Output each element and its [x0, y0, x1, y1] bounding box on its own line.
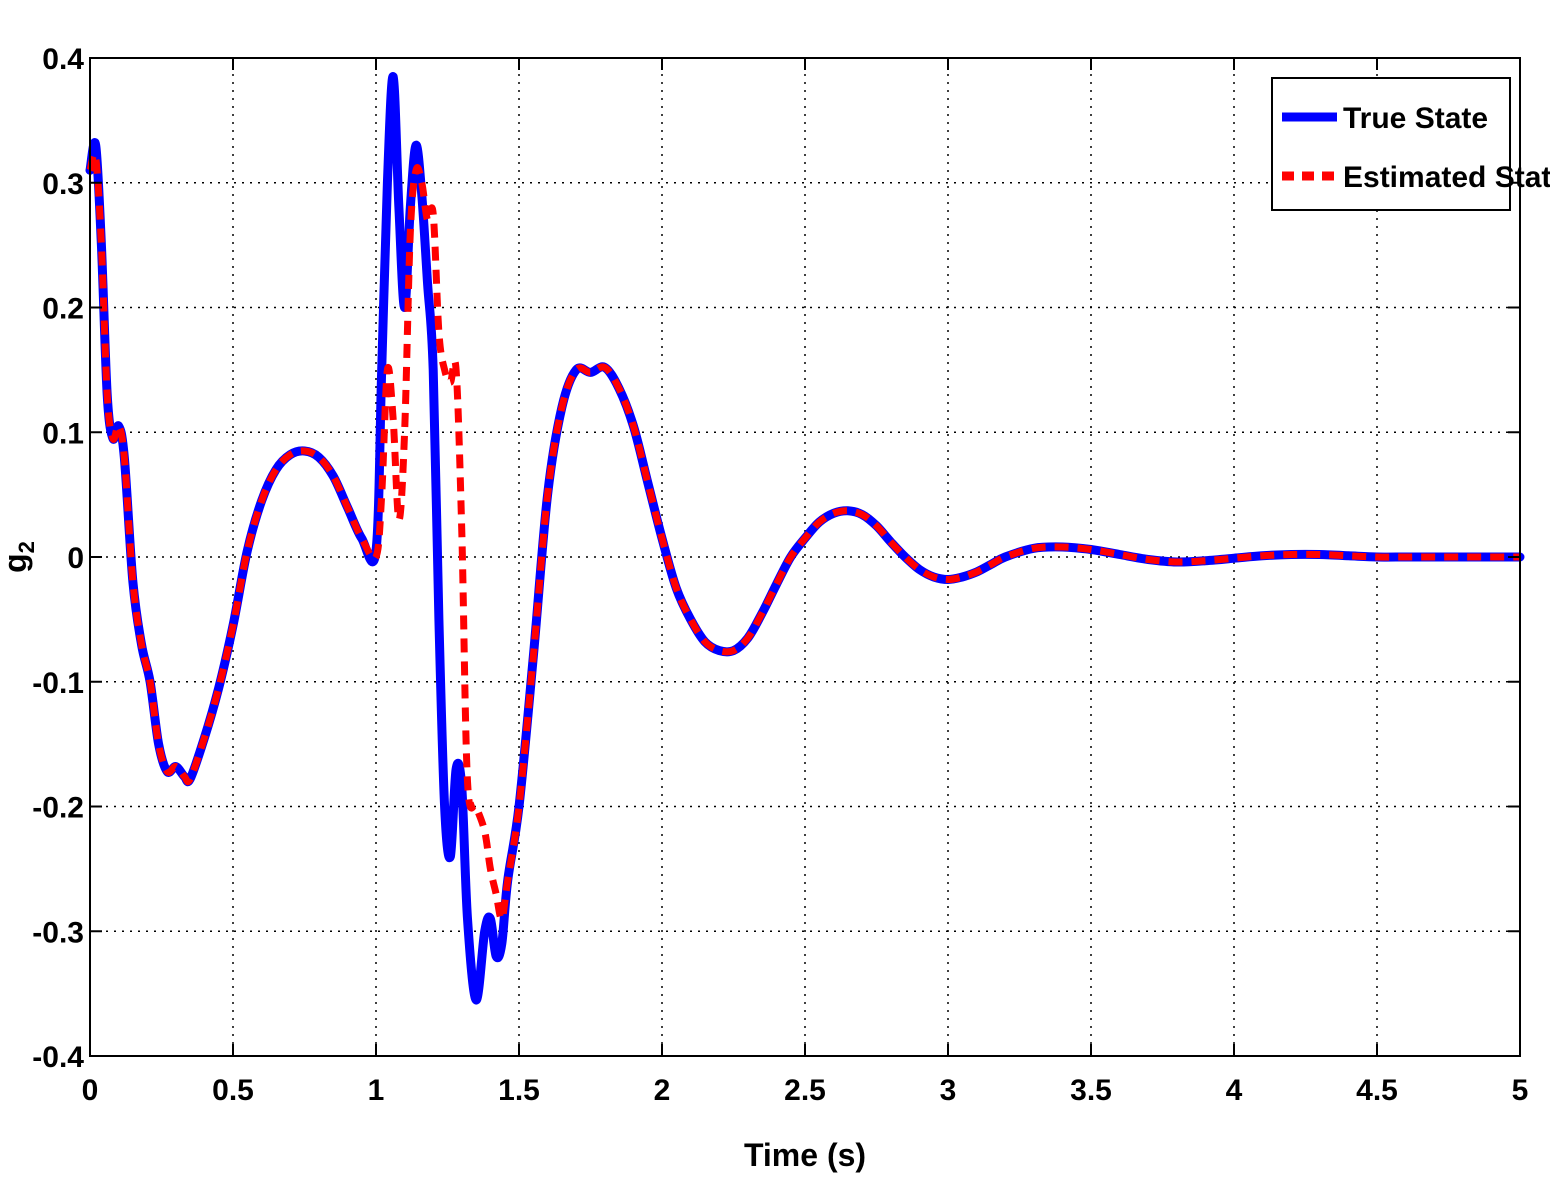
- y-tick-label: -0.2: [32, 792, 84, 825]
- axis-ticks: [89, 57, 1521, 1057]
- x-tick-label: 2.5: [784, 1074, 826, 1107]
- x-tick-label: 4.5: [1356, 1074, 1398, 1107]
- y-tick-label: -0.3: [32, 916, 84, 949]
- legend-box: [1271, 77, 1511, 211]
- y-axis-label-main: g: [0, 553, 33, 573]
- x-tick-label: 0.5: [212, 1074, 254, 1107]
- x-tick-labels: 0 0.5 1 1.5 2 2.5 3 3.5 4 4.5 5: [82, 1074, 1529, 1107]
- x-axis-label: Time (s): [744, 1137, 866, 1173]
- x-tick-label: 1.5: [498, 1074, 540, 1107]
- y-tick-label: -0.1: [32, 667, 84, 700]
- y-tick-label: -0.4: [32, 1041, 84, 1074]
- legend: True State Estimated State: [1271, 77, 1550, 211]
- series-line-estimated-state: [86, 150, 1520, 923]
- x-tick-label: 3.5: [1070, 1074, 1112, 1107]
- y-tick-label: 0.3: [42, 168, 84, 201]
- legend-label-true-state: True State: [1343, 102, 1488, 135]
- y-axis-label-subscript: 2: [14, 541, 39, 553]
- y-tick-label: 0.4: [42, 43, 84, 76]
- y-tick-label: 0.2: [42, 293, 84, 326]
- legend-label-estimated-state: Estimated State: [1343, 161, 1550, 194]
- y-tick-labels: -0.4 -0.3 -0.2 -0.1 0 0.1 0.2 0.3 0.4: [32, 43, 84, 1074]
- x-tick-label: 1: [368, 1074, 385, 1107]
- x-tick-label: 0: [82, 1074, 99, 1107]
- x-tick-label: 2: [654, 1074, 671, 1107]
- x-tick-label: 4: [1226, 1074, 1243, 1107]
- y-axis-label: g2: [0, 541, 39, 573]
- x-tick-label: 5: [1512, 1074, 1529, 1107]
- y-tick-label: 0.1: [42, 417, 84, 450]
- y-tick-label: 0: [67, 542, 84, 575]
- series-layer: [85, 72, 1525, 1005]
- x-tick-label: 3: [940, 1074, 957, 1107]
